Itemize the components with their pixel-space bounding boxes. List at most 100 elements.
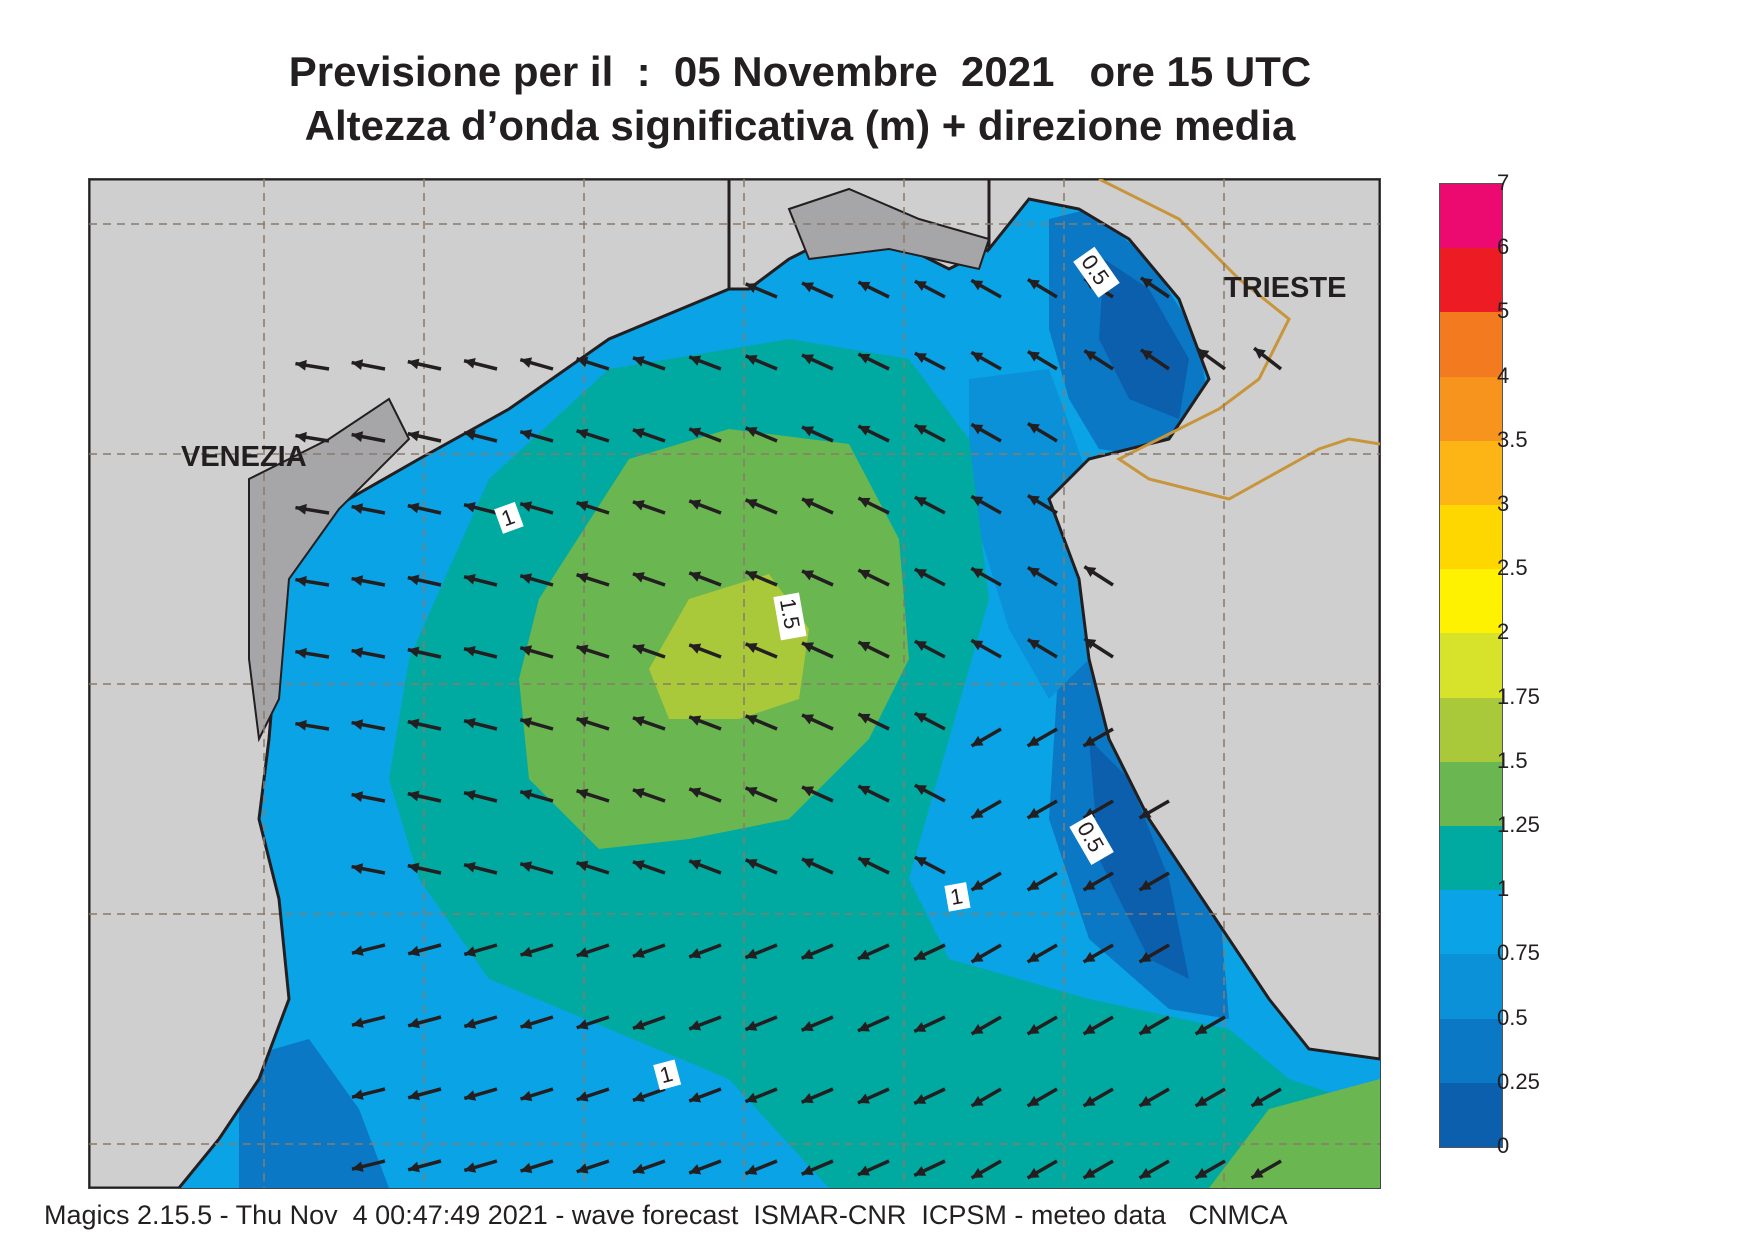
contour-band-0.5-0.75 <box>969 369 1089 699</box>
arrow-head <box>576 1091 589 1102</box>
arrow-head <box>351 431 364 442</box>
arrow-head <box>1027 567 1040 578</box>
arrow-head <box>464 1018 477 1029</box>
arrow-head <box>295 647 307 659</box>
arrow-head <box>1251 1095 1264 1106</box>
arrow-head <box>1027 1023 1040 1034</box>
contour-label: 1 <box>948 883 964 910</box>
arrow-head <box>914 1093 927 1104</box>
arrow-head <box>576 716 589 728</box>
arrow-head <box>914 1021 927 1032</box>
arrow-head <box>464 717 476 729</box>
arrow-head <box>914 497 927 507</box>
footer-credits: Magics 2.15.5 - Thu Nov 4 00:47:49 2021 … <box>44 1200 1288 1230</box>
legend-swatch <box>1440 890 1502 955</box>
arrow-head <box>802 354 815 365</box>
arrow-head <box>689 1020 702 1031</box>
arrow-head <box>914 425 927 435</box>
arrow-head <box>971 735 984 746</box>
color-legend <box>1439 183 1503 1148</box>
arrow-head <box>689 499 702 510</box>
arrow-head <box>971 807 984 818</box>
arrow-head <box>914 569 927 579</box>
arrow-head <box>632 860 645 871</box>
arrow-head <box>1140 349 1153 361</box>
arrow-head <box>914 713 927 723</box>
arrow-head <box>1027 279 1040 290</box>
arrow-head <box>1083 879 1096 890</box>
arrow-head <box>802 714 815 725</box>
arrow-head <box>971 568 984 579</box>
arrow-head <box>914 1165 927 1176</box>
arrow-head <box>408 1017 420 1029</box>
arrow-head <box>295 431 307 443</box>
arrow-head <box>801 1165 814 1176</box>
arrow-head <box>1139 807 1152 818</box>
legend-tick-label: 2 <box>1497 619 1510 645</box>
map-subtitle: Altezza d’onda significativa (m) + direz… <box>304 102 1296 149</box>
land-east-istria <box>987 179 1380 1061</box>
legend-swatch <box>1440 184 1502 249</box>
arrow-head <box>689 859 702 870</box>
arrow-head <box>802 498 815 509</box>
arrow-head <box>802 858 815 869</box>
arrow-head <box>802 786 815 797</box>
arrow-head <box>1027 423 1040 434</box>
arrow-head <box>576 572 589 584</box>
arrow-head <box>689 355 702 366</box>
legend-swatch <box>1440 569 1502 634</box>
arrow-head <box>407 646 420 658</box>
arrow-head <box>407 502 420 514</box>
arrow-head <box>632 500 645 511</box>
arrow-head <box>576 356 589 368</box>
arrow-head <box>1139 879 1152 890</box>
arrow-head <box>1083 1023 1096 1034</box>
arrow-head <box>745 498 758 510</box>
arrow-head <box>689 427 702 438</box>
arrow-head <box>689 643 702 654</box>
arrow-head <box>464 1090 477 1101</box>
grado-lagoon <box>787 187 991 271</box>
arrow-head <box>914 857 927 867</box>
arrow-head <box>351 863 364 874</box>
arrow-head <box>408 1089 420 1101</box>
arrow-head <box>464 573 476 585</box>
arrow-head <box>1195 1167 1208 1178</box>
contour-band-se <box>1209 1079 1380 1188</box>
arrow-head <box>801 1021 814 1032</box>
wave-map: 0.5 1 1.5 0.5 1 1 VENEZIA <box>88 178 1381 1189</box>
arrow-head <box>520 1162 533 1174</box>
contour-band-0-0.25-istria <box>1089 739 1189 979</box>
arrow-head <box>802 570 815 581</box>
arrow-head <box>408 1161 420 1173</box>
arrow-head <box>802 282 815 293</box>
arrow-head <box>520 1018 533 1030</box>
arrow-head <box>858 425 871 436</box>
wave-direction-arrows <box>295 276 1283 1180</box>
legend-tick-label: 2.5 <box>1497 555 1528 581</box>
arrow-head <box>689 1092 702 1103</box>
arrow-head <box>520 1090 533 1102</box>
arrow-head <box>1083 1167 1096 1178</box>
arrow-head <box>576 860 589 872</box>
arrow-head <box>1139 1023 1152 1034</box>
arrow-head <box>632 716 645 727</box>
arrow-head <box>745 1164 758 1175</box>
city-label-trieste: TRIESTE <box>1224 272 1347 304</box>
arrow-head <box>858 713 871 724</box>
legend-tick-label: 3.5 <box>1497 426 1528 452</box>
arrow-head <box>689 571 702 582</box>
arrow-head <box>351 1161 364 1172</box>
legend-tick-label: 0.5 <box>1497 1004 1528 1030</box>
contour-label: 1.5 <box>775 596 805 630</box>
legend-tick-label: 3 <box>1497 491 1510 516</box>
arrow-head <box>914 641 927 651</box>
arrow-head <box>858 641 871 652</box>
arrow-head <box>407 574 420 586</box>
arrow-head <box>914 785 927 795</box>
contour-band-sw <box>239 1039 389 1188</box>
arrow-head <box>464 429 476 441</box>
national-border <box>1098 179 1380 501</box>
arrow-head <box>745 1020 758 1031</box>
arrow-head <box>1084 566 1097 577</box>
